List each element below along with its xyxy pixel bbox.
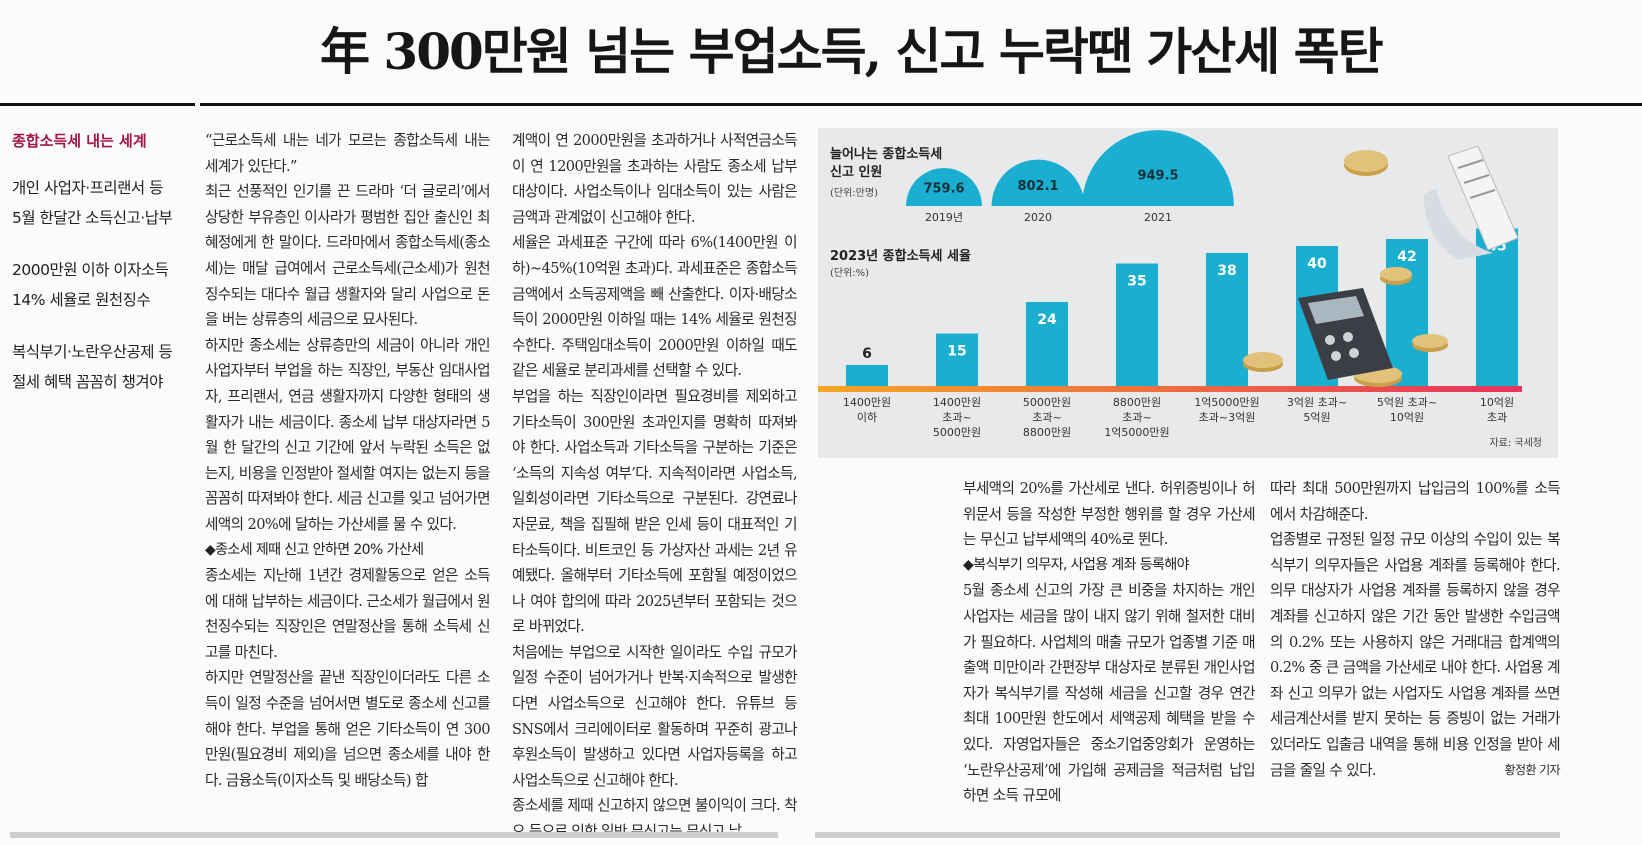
category-label: 3억원 초과~ 5억원 xyxy=(1287,396,1347,424)
byline: 황정환 기자 xyxy=(1504,763,1561,778)
top-rule-left xyxy=(0,103,195,106)
semicircle-bar xyxy=(906,168,982,206)
rate-bar xyxy=(1116,263,1158,386)
top-rule xyxy=(200,103,1642,106)
receipt-illustration xyxy=(1423,145,1519,260)
chart-title: 늘어나는 종합소득세 신고 인원 xyxy=(830,146,942,180)
chart-svg: 늘어나는 종합소득세 신고 인원 (단위:만명) 759.6 2019년 802.1 202… xyxy=(818,130,1542,449)
article-text: 계액이 연 2000만원을 초과하거나 사적연금소득이 연 1200만원을 초과… xyxy=(512,132,798,840)
chart-unit: (단위:%) xyxy=(830,266,869,279)
sidebar-summary: 종합소득세 내는 세계 개인 사업자·프리랜서 등 5월 한달간 소득신고·납부… xyxy=(12,130,202,419)
category-label: 5억원 초과~ 10억원 xyxy=(1377,396,1437,424)
category-label: 8800만원 초과~ 1억5000만원 xyxy=(1104,396,1169,439)
article-column-1: “근로소득세 내는 네가 모르는 종합소득세 내는 세계가 있단다.” 최근 선… xyxy=(205,128,491,793)
article-text: 5월 종소세 신고의 가장 큰 비중을 차지하는 개인 사업자는 세금을 많이 … xyxy=(963,582,1256,805)
summary-point: 2000만원 이하 이자소득 14% 세율로 원천징수 xyxy=(12,261,169,309)
data-label: 24 xyxy=(1037,312,1057,328)
data-label: 6 xyxy=(862,346,872,362)
subheading: ◆복식부기 의무자, 사업용 계좌 등록해야 xyxy=(963,556,1190,573)
data-label: 802.1 xyxy=(1017,179,1058,194)
summary-point: 복식부기·노란우산공제 등 절세 혜택 꼼꼼히 챙겨야 xyxy=(12,343,173,391)
headline: 年 300만원 넘는 부업소득, 신고 누락땐 가산세 폭탄 xyxy=(320,22,1384,81)
coin-illustration xyxy=(1243,150,1448,387)
semicircle-bar xyxy=(991,159,1085,206)
data-label: 40 xyxy=(1307,256,1327,272)
article-column-2: 계액이 연 2000만원을 초과하거나 사적연금소득이 연 1200만원을 초과… xyxy=(512,128,798,845)
page-bottom-bar xyxy=(815,832,1560,838)
category-label: 5000만원 초과~ 8800만원 xyxy=(1023,396,1071,439)
category-label: 1400만원 초과~ 5000만원 xyxy=(933,396,981,439)
article-text: 따라 최대 500만원까지 납입금의 100%를 소득에서 차감해준다. 업종별… xyxy=(1270,480,1561,779)
rate-bar xyxy=(1386,239,1428,386)
rate-bar xyxy=(1206,253,1248,386)
category-label: 2021 xyxy=(1144,211,1172,224)
chart-title: 2023년 종합소득세 세율 xyxy=(830,248,971,264)
rate-bar xyxy=(846,365,888,386)
rate-bar xyxy=(936,333,978,386)
x-axis xyxy=(818,386,1522,392)
category-label: 1억5000만원 초과~3억원 xyxy=(1194,396,1259,424)
data-label: 15 xyxy=(947,344,966,360)
article-column-3: 부세액의 20%를 가산세로 낸다. 허위증빙이나 허위문서 등을 작성한 부정… xyxy=(963,476,1256,809)
semicircle-bar xyxy=(1082,130,1234,206)
data-label: 38 xyxy=(1217,263,1236,279)
category-label: 1400만원 이하 xyxy=(843,396,891,424)
category-label: 2020 xyxy=(1024,211,1052,224)
data-label: 759.6 xyxy=(923,182,964,197)
rate-bar xyxy=(1026,302,1068,386)
data-label: 949.5 xyxy=(1137,168,1178,183)
infographic: 늘어나는 종합소득세 신고 인원 (단위:만명) 759.6 2019년 802.1 202… xyxy=(818,128,1558,458)
category-label: 10억원 초과 xyxy=(1480,396,1514,424)
data-label: 42 xyxy=(1397,249,1416,265)
article-column-4: 따라 최대 500만원까지 납입금의 100%를 소득에서 차감해준다. 업종별… xyxy=(1270,476,1561,784)
article-text: 종소세는 지난해 1년간 경제활동으로 얻은 소득에 대해 납부하는 세금이다.… xyxy=(205,567,491,789)
summary-point: 개인 사업자·프리랜서 등 5월 한달간 소득신고·납부 xyxy=(12,179,173,227)
sidebar-title: 종합소득세 내는 세계 xyxy=(12,132,147,150)
category-label: 2019년 xyxy=(925,211,963,224)
article-text: “근로소득세 내는 네가 모르는 종합소득세 내는 세계가 있단다.” 최근 선… xyxy=(205,132,491,533)
source-note: 자료: 국세청 xyxy=(1489,437,1542,449)
article-text: 부세액의 20%를 가산세로 낸다. 허위증빙이나 허위문서 등을 작성한 부정… xyxy=(963,480,1256,549)
calculator-illustration xyxy=(1298,288,1393,380)
chart-unit: (단위:만명) xyxy=(830,186,878,199)
subheading: ◆종소세 제때 신고 안하면 20% 가산세 xyxy=(205,541,424,558)
data-label: 35 xyxy=(1127,274,1146,290)
page-bottom-bar xyxy=(10,832,778,838)
